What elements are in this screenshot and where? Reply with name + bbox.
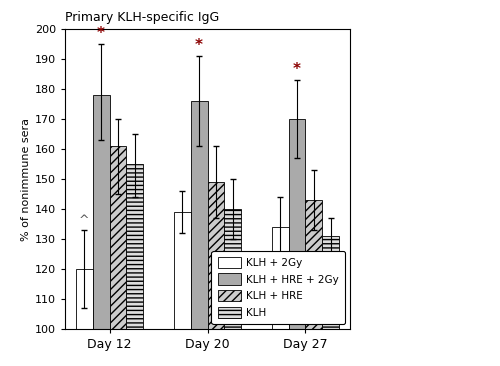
Text: *: * xyxy=(195,38,203,53)
Bar xyxy=(92,95,110,329)
Bar xyxy=(76,269,92,329)
Text: Primary KLH-specific IgG: Primary KLH-specific IgG xyxy=(65,11,219,24)
Bar xyxy=(208,182,224,329)
Bar xyxy=(306,200,322,329)
Text: *: * xyxy=(293,62,301,77)
Bar xyxy=(322,236,340,329)
Bar xyxy=(224,209,242,329)
Bar xyxy=(272,227,288,329)
Text: ^: ^ xyxy=(79,214,90,227)
Bar xyxy=(174,212,190,329)
Bar xyxy=(126,164,144,329)
Y-axis label: % of nonimmune sera: % of nonimmune sera xyxy=(20,118,30,241)
Bar xyxy=(110,146,126,329)
Bar xyxy=(288,119,306,329)
Text: *: * xyxy=(97,26,105,41)
Legend: KLH + 2Gy, KLH + HRE + 2Gy, KLH + HRE, KLH: KLH + 2Gy, KLH + HRE + 2Gy, KLH + HRE, K… xyxy=(212,251,345,324)
Bar xyxy=(190,101,208,329)
